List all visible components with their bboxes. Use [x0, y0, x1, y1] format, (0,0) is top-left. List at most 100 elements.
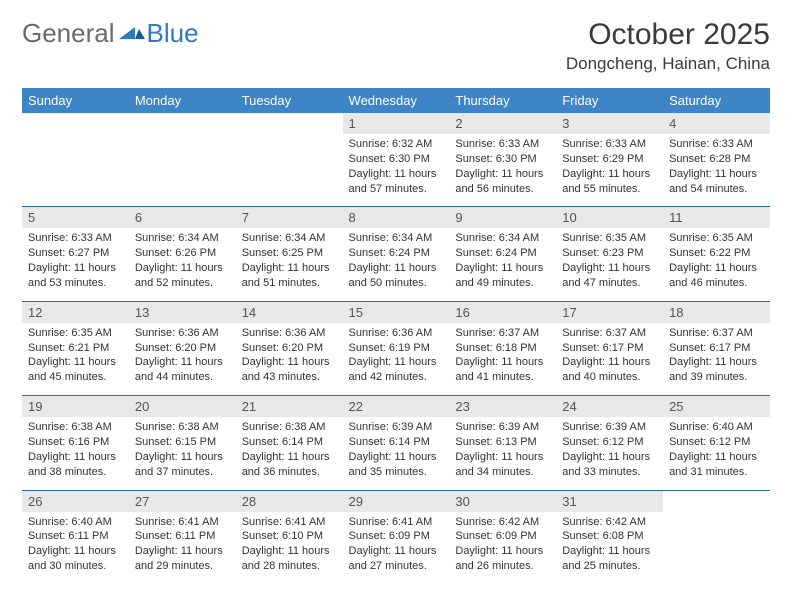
dow-header-cell: Sunday: [22, 88, 129, 113]
day-number-cell: 23: [449, 396, 556, 417]
day-detail-cell: Sunrise: 6:42 AMSunset: 6:08 PMDaylight:…: [556, 512, 663, 584]
day-detail-cell: Sunrise: 6:36 AMSunset: 6:20 PMDaylight:…: [129, 323, 236, 396]
daylight-line: Daylight: 11 hours and 26 minutes.: [455, 544, 550, 574]
day-number-cell: 22: [343, 396, 450, 417]
sunset-line: Sunset: 6:17 PM: [669, 341, 764, 356]
day-number-cell: 28: [236, 491, 343, 512]
day-number-cell: 5: [22, 207, 129, 228]
sunset-line: Sunset: 6:24 PM: [455, 246, 550, 261]
sunrise-line: Sunrise: 6:37 AM: [669, 326, 764, 341]
day-detail-row: Sunrise: 6:33 AMSunset: 6:27 PMDaylight:…: [22, 228, 770, 301]
daylight-line: Daylight: 11 hours and 25 minutes.: [562, 544, 657, 574]
day-number-cell: 14: [236, 302, 343, 323]
daylight-line: Daylight: 11 hours and 55 minutes.: [562, 167, 657, 197]
day-detail-cell: Sunrise: 6:34 AMSunset: 6:24 PMDaylight:…: [343, 228, 450, 301]
sunrise-line: Sunrise: 6:39 AM: [455, 420, 550, 435]
sunset-line: Sunset: 6:09 PM: [349, 529, 444, 544]
sunrise-line: Sunrise: 6:37 AM: [562, 326, 657, 341]
sunrise-line: Sunrise: 6:40 AM: [28, 515, 123, 530]
sunset-line: Sunset: 6:19 PM: [349, 341, 444, 356]
day-detail-row: Sunrise: 6:40 AMSunset: 6:11 PMDaylight:…: [22, 512, 770, 584]
day-detail-cell: Sunrise: 6:35 AMSunset: 6:21 PMDaylight:…: [22, 323, 129, 396]
sunrise-line: Sunrise: 6:33 AM: [562, 137, 657, 152]
day-detail-row: Sunrise: 6:32 AMSunset: 6:30 PMDaylight:…: [22, 134, 770, 207]
sunset-line: Sunset: 6:14 PM: [242, 435, 337, 450]
sunrise-line: Sunrise: 6:34 AM: [135, 231, 230, 246]
day-number-cell: 2: [449, 113, 556, 134]
day-number-cell: 6: [129, 207, 236, 228]
sunset-line: Sunset: 6:10 PM: [242, 529, 337, 544]
day-number-cell: [22, 113, 129, 134]
page-title: October 2025: [566, 18, 770, 52]
day-number-cell: [663, 491, 770, 512]
day-number-cell: 9: [449, 207, 556, 228]
sunset-line: Sunset: 6:28 PM: [669, 152, 764, 167]
header: General Blue October 2025 Dongcheng, Hai…: [22, 18, 770, 74]
sunrise-line: Sunrise: 6:38 AM: [28, 420, 123, 435]
day-detail-cell: Sunrise: 6:33 AMSunset: 6:30 PMDaylight:…: [449, 134, 556, 207]
daylight-line: Daylight: 11 hours and 57 minutes.: [349, 167, 444, 197]
sunset-line: Sunset: 6:24 PM: [349, 246, 444, 261]
sunrise-line: Sunrise: 6:41 AM: [135, 515, 230, 530]
day-number-cell: 25: [663, 396, 770, 417]
logo: General Blue: [22, 18, 199, 49]
sunrise-line: Sunrise: 6:33 AM: [28, 231, 123, 246]
sunrise-line: Sunrise: 6:37 AM: [455, 326, 550, 341]
day-detail-cell: Sunrise: 6:34 AMSunset: 6:24 PMDaylight:…: [449, 228, 556, 301]
day-detail-cell: Sunrise: 6:33 AMSunset: 6:28 PMDaylight:…: [663, 134, 770, 207]
daylight-line: Daylight: 11 hours and 41 minutes.: [455, 355, 550, 385]
daylight-line: Daylight: 11 hours and 56 minutes.: [455, 167, 550, 197]
sunset-line: Sunset: 6:30 PM: [349, 152, 444, 167]
daylight-line: Daylight: 11 hours and 29 minutes.: [135, 544, 230, 574]
daylight-line: Daylight: 11 hours and 36 minutes.: [242, 450, 337, 480]
sunset-line: Sunset: 6:15 PM: [135, 435, 230, 450]
daylight-line: Daylight: 11 hours and 50 minutes.: [349, 261, 444, 291]
sunset-line: Sunset: 6:20 PM: [242, 341, 337, 356]
sunset-line: Sunset: 6:21 PM: [28, 341, 123, 356]
daylight-line: Daylight: 11 hours and 47 minutes.: [562, 261, 657, 291]
day-detail-cell: Sunrise: 6:35 AMSunset: 6:23 PMDaylight:…: [556, 228, 663, 301]
day-detail-cell: Sunrise: 6:34 AMSunset: 6:25 PMDaylight:…: [236, 228, 343, 301]
day-number-cell: 3: [556, 113, 663, 134]
sunset-line: Sunset: 6:09 PM: [455, 529, 550, 544]
daylight-line: Daylight: 11 hours and 53 minutes.: [28, 261, 123, 291]
day-number-cell: 20: [129, 396, 236, 417]
day-number-cell: 11: [663, 207, 770, 228]
sunset-line: Sunset: 6:30 PM: [455, 152, 550, 167]
daylight-line: Daylight: 11 hours and 34 minutes.: [455, 450, 550, 480]
dow-header-cell: Wednesday: [343, 88, 450, 113]
day-detail-cell: Sunrise: 6:38 AMSunset: 6:16 PMDaylight:…: [22, 417, 129, 490]
sunset-line: Sunset: 6:27 PM: [28, 246, 123, 261]
day-number-cell: 29: [343, 491, 450, 512]
logo-text-blue: Blue: [147, 18, 199, 49]
day-detail-cell: Sunrise: 6:32 AMSunset: 6:30 PMDaylight:…: [343, 134, 450, 207]
sunset-line: Sunset: 6:20 PM: [135, 341, 230, 356]
day-number-cell: 15: [343, 302, 450, 323]
day-detail-cell: Sunrise: 6:39 AMSunset: 6:12 PMDaylight:…: [556, 417, 663, 490]
logo-icon: [119, 21, 145, 46]
day-number-cell: 31: [556, 491, 663, 512]
location-text: Dongcheng, Hainan, China: [566, 54, 770, 74]
day-number-cell: 4: [663, 113, 770, 134]
sunset-line: Sunset: 6:08 PM: [562, 529, 657, 544]
daylight-line: Daylight: 11 hours and 28 minutes.: [242, 544, 337, 574]
day-detail-cell: [22, 134, 129, 207]
sunrise-line: Sunrise: 6:38 AM: [135, 420, 230, 435]
daylight-line: Daylight: 11 hours and 43 minutes.: [242, 355, 337, 385]
logo-text-general: General: [22, 18, 115, 49]
day-number-cell: 19: [22, 396, 129, 417]
day-number-cell: 30: [449, 491, 556, 512]
sunset-line: Sunset: 6:14 PM: [349, 435, 444, 450]
daylight-line: Daylight: 11 hours and 54 minutes.: [669, 167, 764, 197]
sunset-line: Sunset: 6:25 PM: [242, 246, 337, 261]
sunrise-line: Sunrise: 6:34 AM: [349, 231, 444, 246]
daylight-line: Daylight: 11 hours and 33 minutes.: [562, 450, 657, 480]
dow-header-cell: Tuesday: [236, 88, 343, 113]
day-detail-cell: Sunrise: 6:33 AMSunset: 6:27 PMDaylight:…: [22, 228, 129, 301]
dow-header-cell: Monday: [129, 88, 236, 113]
daylight-line: Daylight: 11 hours and 44 minutes.: [135, 355, 230, 385]
day-detail-cell: Sunrise: 6:41 AMSunset: 6:11 PMDaylight:…: [129, 512, 236, 584]
sunrise-line: Sunrise: 6:35 AM: [28, 326, 123, 341]
sunset-line: Sunset: 6:12 PM: [562, 435, 657, 450]
daylight-line: Daylight: 11 hours and 52 minutes.: [135, 261, 230, 291]
